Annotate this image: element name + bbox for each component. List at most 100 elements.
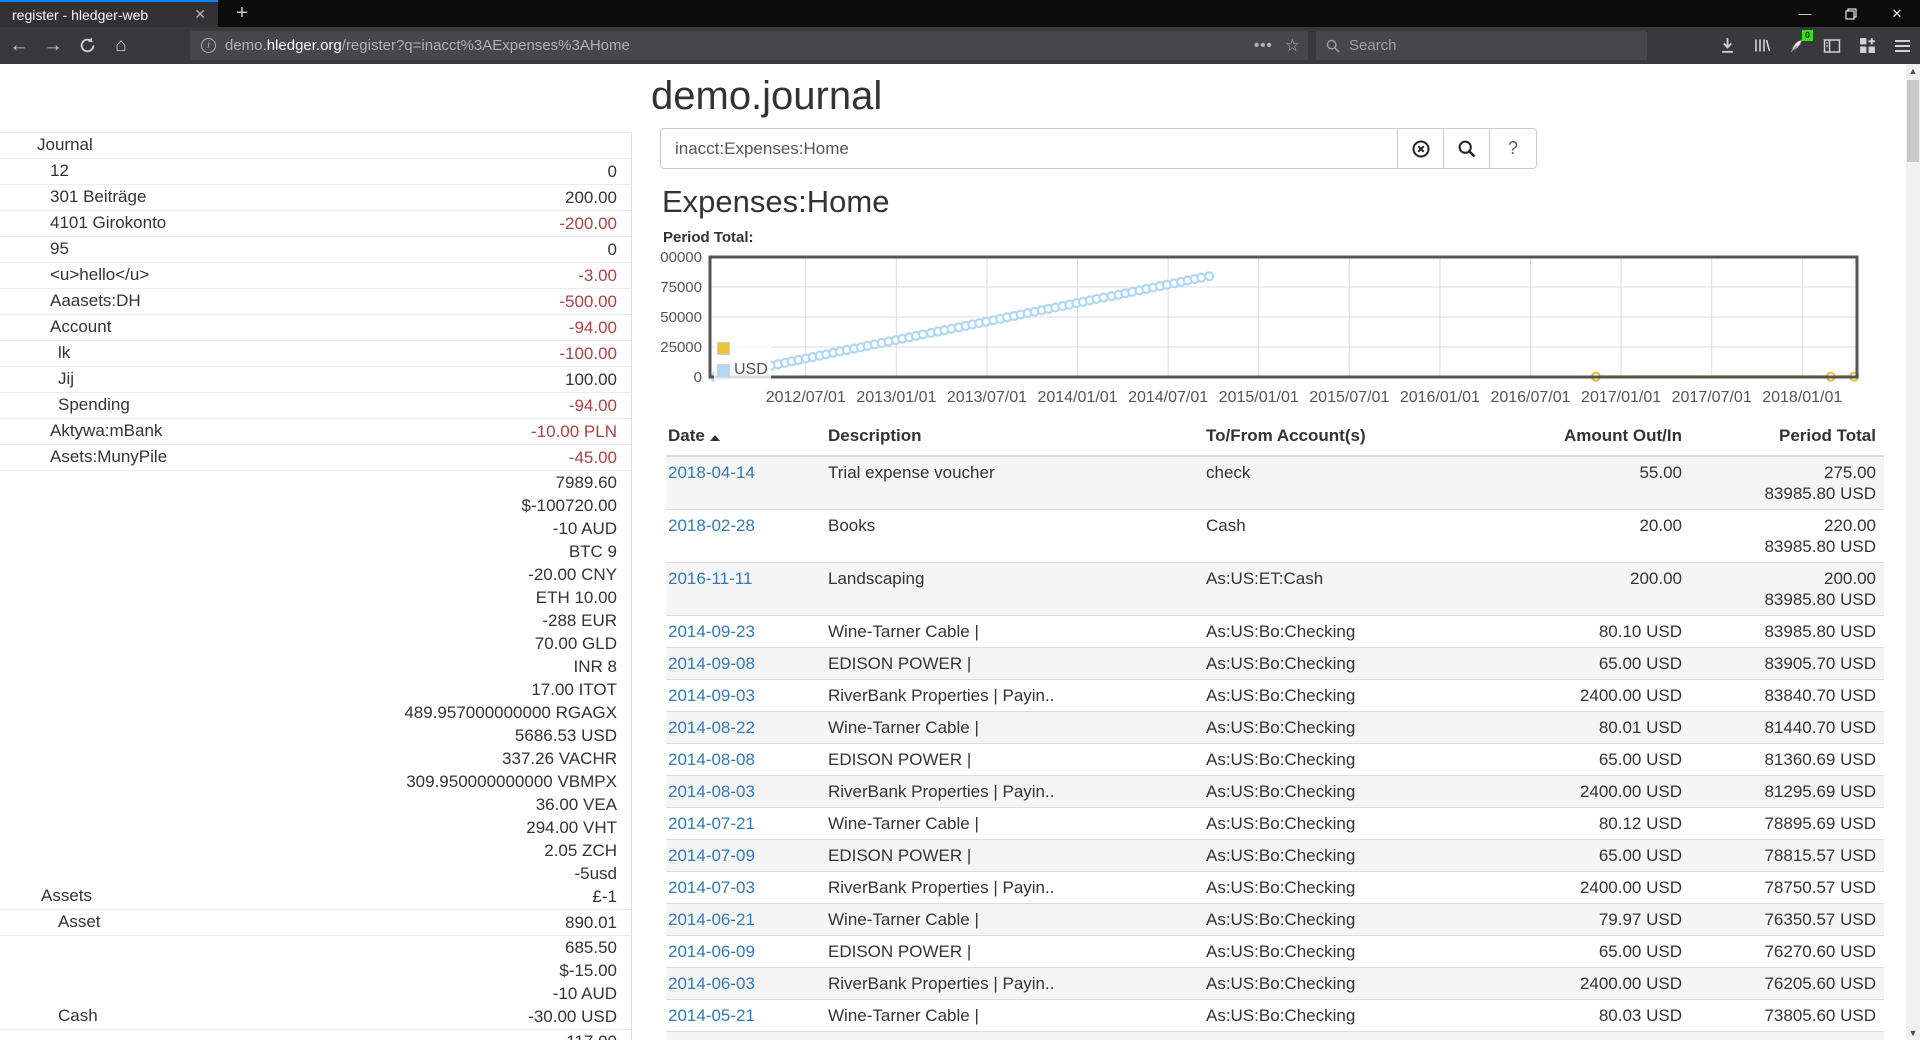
sidebar-account-row[interactable]: Aaasets:DH -500.00 [0, 289, 631, 315]
sidebar-account-row[interactable]: lk -100.00 [0, 341, 631, 367]
svg-text:0: 0 [694, 369, 702, 386]
sidebar-account-row[interactable]: 4101 Girokonto -200.00 [0, 211, 631, 237]
url-bar[interactable]: i demo.hledger.org/register?q=inacct%3AE… [190, 31, 1308, 60]
sidebar-account-row[interactable]: Aktywa:mBank -10.00 PLN [0, 419, 631, 445]
sidebar-account-row[interactable]: Spending -94.00 [0, 393, 631, 419]
transaction-date-link[interactable]: 2014-07-09 [668, 846, 755, 865]
bookmark-star-icon[interactable]: ☆ [1284, 35, 1300, 55]
sidebar-account-link[interactable]: Spending [58, 395, 130, 414]
register-row: 2014-05-21 Wine-Tarner Cable | As:US:Bo:Ch… [666, 999, 1884, 1032]
register-row: 2018-04-14 Trial expense voucher check 55.0… [666, 456, 1884, 510]
transaction-date-link[interactable]: 2014-09-03 [668, 686, 755, 705]
back-icon[interactable]: ← [9, 34, 29, 56]
legend-color-swatch [717, 363, 730, 377]
transaction-accounts: As:US:Bo:Checking [1204, 775, 1504, 808]
transaction-date-link[interactable]: 2014-05-08 [668, 1038, 755, 1040]
page-scrollbar[interactable]: ▲ ▼ [1906, 64, 1920, 1040]
sidebar-account-balance: -94.00 [568, 396, 617, 415]
transaction-date-link[interactable]: 2014-07-03 [668, 878, 755, 897]
transaction-date-link[interactable]: 2014-05-21 [668, 1006, 755, 1025]
sidebar-account-row[interactable]: -117.00 [0, 1030, 631, 1040]
transaction-date-link[interactable]: 2014-07-21 [668, 814, 755, 833]
sidebar-account-row[interactable]: 301 Beiträge 200.00 [0, 185, 631, 211]
downloads-icon[interactable] [1714, 33, 1740, 59]
sidebar-account-row[interactable]: 95 0 [0, 237, 631, 263]
period-total-amount: 78750.57 USD [1690, 871, 1884, 904]
sidebar-account-balance: -200.00 [559, 214, 617, 233]
sidebar-account-row[interactable]: <u>hello</u> -3.00 [0, 263, 631, 289]
transaction-date-link[interactable]: 2018-04-14 [668, 463, 755, 482]
sidebar-account-link[interactable]: 4101 Girokonto [50, 213, 167, 232]
sidebar-account-row[interactable]: Asset 890.01 [0, 910, 631, 936]
close-window-button[interactable]: ✕ [1891, 5, 1903, 21]
sidebar-account-row[interactable]: Assets 7989.60 $-100720.00 -10 AUD BTC 9 -20.… [0, 471, 631, 910]
svg-text:25000: 25000 [660, 339, 702, 356]
transaction-amount: 79.97 USD [1504, 903, 1690, 936]
transaction-description: EDISON POWER | [826, 935, 1204, 968]
new-tab-button[interactable]: + [236, 2, 248, 24]
query-input[interactable] [660, 128, 1398, 169]
sidebar-account-link[interactable]: lk [58, 343, 71, 362]
transaction-amount: 65.00 USD [1504, 743, 1690, 776]
sidebar-account-row[interactable]: Asets:MunyPile -45.00 [0, 445, 631, 471]
minimize-button[interactable]: — [1798, 6, 1812, 21]
transaction-date-link[interactable]: 2014-09-08 [668, 654, 755, 673]
sidebar-account-row[interactable]: Account -94.00 [0, 315, 631, 341]
transaction-date-link[interactable]: 2014-09-23 [668, 622, 755, 641]
sidebar-account-link[interactable]: <u>hello</u> [50, 265, 150, 284]
site-info-icon[interactable]: i [201, 38, 216, 53]
transaction-date-link[interactable]: 2018-02-28 [668, 516, 755, 535]
transaction-date-link[interactable]: 2014-06-03 [668, 974, 755, 993]
sidebar-account-link[interactable]: Aaasets:DH [50, 291, 141, 310]
library-icon[interactable] [1749, 33, 1775, 59]
scrollbar-thumb[interactable] [1907, 80, 1919, 162]
transaction-amount: 80.01 USD [1504, 711, 1690, 744]
clear-query-button[interactable] [1398, 128, 1444, 169]
home-icon[interactable]: ⌂ [115, 34, 127, 56]
transaction-date-link[interactable]: 2014-06-21 [668, 910, 755, 929]
zotero-addon-icon[interactable]: 0 [1784, 29, 1813, 59]
scroll-down-icon[interactable]: ▼ [1908, 1028, 1918, 1038]
transaction-accounts: As:US:Bo:Checking [1204, 935, 1504, 968]
sidebar-account-link[interactable]: 301 Beiträge [50, 187, 147, 206]
tab-register[interactable]: register - hledger-web ✕ [0, 0, 218, 27]
sidebar-account-row[interactable]: Journal [0, 133, 631, 159]
sidebar-account-link[interactable]: Journal [37, 135, 93, 154]
help-button[interactable]: ? [1490, 128, 1537, 169]
sidebar-account-link[interactable]: Jij [58, 369, 75, 388]
sidebar-account-row[interactable]: Jij 100.00 [0, 367, 631, 393]
scroll-up-icon[interactable]: ▲ [1908, 66, 1918, 76]
transaction-amount: 2400.00 USD [1504, 679, 1690, 712]
reload-icon[interactable] [72, 32, 102, 60]
transaction-date-link[interactable]: 2014-08-08 [668, 750, 755, 769]
sidebar-account-link[interactable]: 95 [50, 239, 69, 258]
sidebar-account-link[interactable]: Account [50, 317, 112, 336]
transaction-accounts: As:US:Bo:Checking [1204, 839, 1504, 872]
sidebar-account-link[interactable]: Asets:MunyPile [50, 447, 168, 466]
transaction-date-link[interactable]: 2014-08-03 [668, 782, 755, 801]
tab-close-icon[interactable]: ✕ [194, 6, 206, 22]
sidebar-account-link[interactable]: Assets [41, 886, 93, 905]
transaction-date-link[interactable]: 2014-08-22 [668, 718, 755, 737]
sidebar-account-link[interactable]: Cash [58, 1006, 98, 1025]
transaction-date-link[interactable]: 2014-06-09 [668, 942, 755, 961]
sidebars-icon[interactable] [1819, 33, 1845, 59]
sidebar-account-row[interactable]: 12 0 [0, 159, 631, 185]
sidebar-account-link[interactable]: 12 [50, 161, 69, 180]
forward-icon[interactable]: → [43, 34, 63, 56]
sidebar-account-balance: 0 [607, 240, 617, 259]
restore-button[interactable] [1828, 0, 1874, 27]
sidebar-account-row[interactable]: Cash 685.50 $-15.00 -10 AUD -30.00 USD [0, 936, 631, 1030]
transaction-date-link[interactable]: 2016-11-11 [668, 569, 753, 588]
browser-search-field[interactable]: Search [1316, 31, 1647, 60]
column-date[interactable]: Date [666, 418, 826, 457]
sidebar-account-link[interactable]: Asset [58, 912, 101, 931]
extensions-grid-icon[interactable] [1854, 33, 1880, 59]
sidebar-account-balance: -45.00 [568, 448, 617, 467]
navigation-toolbar: ← → ⌂ i demo.hledger.org/register?q=inac… [0, 27, 1920, 64]
menu-icon[interactable] [1889, 33, 1915, 59]
sidebar-account-link[interactable]: Aktywa:mBank [50, 421, 163, 440]
search-submit-button[interactable] [1444, 128, 1490, 169]
page-actions-icon[interactable]: ••• [1253, 37, 1273, 54]
transaction-accounts: check [1206, 463, 1251, 482]
